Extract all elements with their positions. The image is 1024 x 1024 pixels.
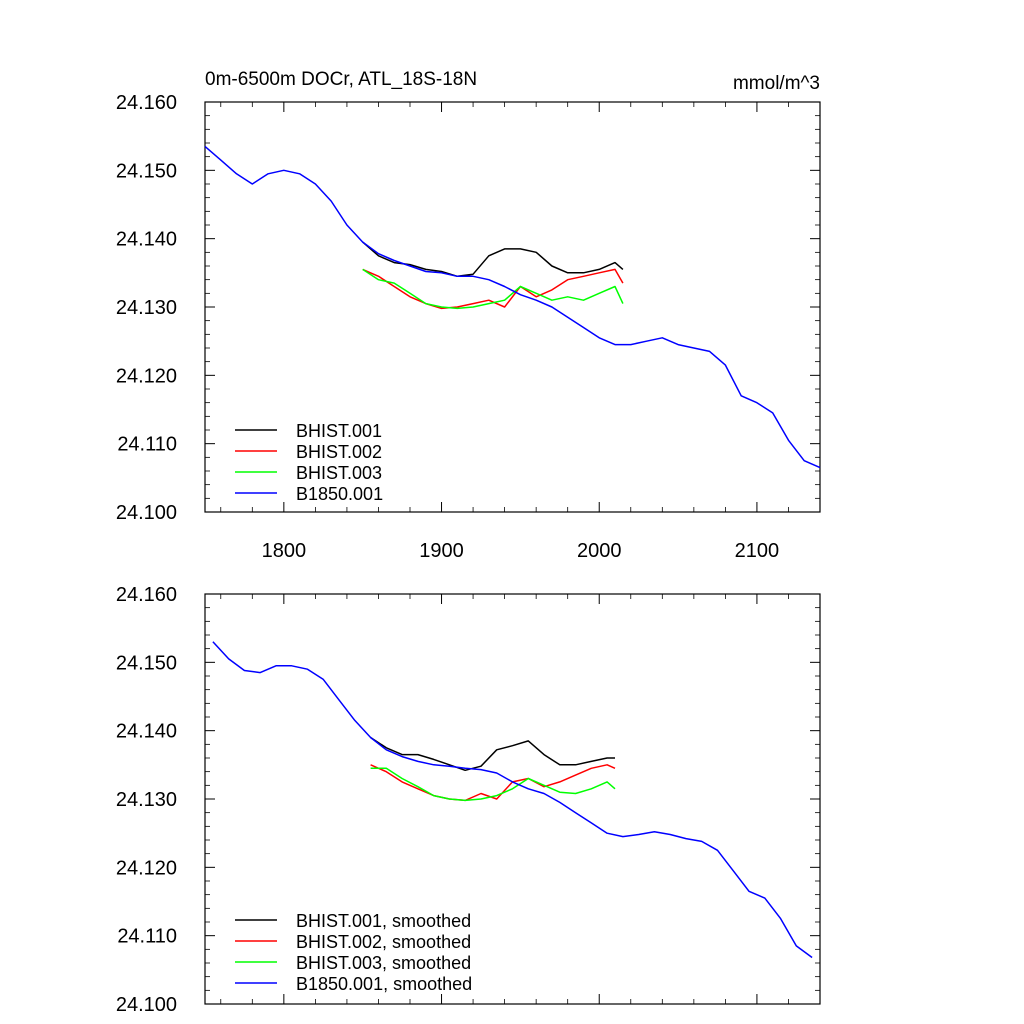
series-line-2 [362, 268, 624, 310]
series-line-3 [204, 145, 821, 469]
series-line-0 [370, 736, 615, 772]
y-tick-label: 24.160 [116, 584, 177, 606]
y-tick-label: 24.160 [116, 92, 177, 114]
x-tick-label: 1800 [262, 540, 307, 562]
y-tick-label: 24.140 [116, 721, 177, 743]
legend-label: B1850.001 [296, 484, 383, 504]
legend-label: BHIST.003 [296, 463, 382, 483]
legend-label: BHIST.003, smoothed [296, 953, 471, 973]
units-label: mmol/m^3 [733, 73, 820, 94]
y-tick-label: 24.110 [117, 926, 177, 948]
y-tick-label: 24.130 [116, 789, 177, 811]
y-tick-label: 24.100 [116, 502, 177, 524]
x-tick-label: 2100 [735, 540, 780, 562]
y-tick-label: 24.150 [116, 652, 177, 674]
y-tick-label: 24.130 [116, 297, 177, 319]
y-tick-label: 24.120 [116, 365, 177, 387]
y-tick-label: 24.100 [116, 994, 177, 1016]
chart-title: 0m-6500m DOCr, ATL_18S-18N [205, 69, 477, 90]
y-tick-label: 24.140 [116, 229, 177, 251]
legend-label: BHIST.001, smoothed [296, 911, 471, 931]
y-tick-label: 24.110 [117, 434, 177, 456]
bottom-panel: 24.100 24.110 24.120 24.130 24.140 24.150 24.1… [116, 584, 821, 1016]
x-tick-label: 1900 [419, 540, 464, 562]
series-line-1 [362, 268, 624, 310]
legend-label: BHIST.002, smoothed [296, 932, 471, 952]
legend-label: BHIST.002 [296, 442, 382, 462]
series-line-3 [212, 641, 813, 959]
top-panel: 24.100 24.110 24.120 24.130 24.140 24.150 24.1… [116, 69, 821, 562]
x-tick-label: 2000 [577, 540, 622, 562]
y-tick-label: 24.150 [116, 160, 177, 182]
legend-label: B1850.001, smoothed [296, 974, 472, 994]
series-line-2 [370, 767, 616, 802]
series-line-1 [370, 764, 616, 802]
series-line-0 [362, 241, 624, 278]
legend-label: BHIST.001 [296, 421, 382, 441]
y-tick-label: 24.120 [116, 857, 177, 879]
